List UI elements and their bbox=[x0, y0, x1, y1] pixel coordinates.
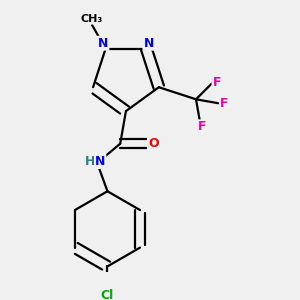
Text: CH₃: CH₃ bbox=[81, 14, 103, 23]
Text: N: N bbox=[98, 37, 108, 50]
Text: N: N bbox=[95, 155, 105, 168]
Text: F: F bbox=[220, 97, 229, 110]
Text: H: H bbox=[85, 155, 95, 168]
Text: Cl: Cl bbox=[101, 289, 114, 300]
Text: N: N bbox=[143, 37, 154, 50]
Text: F: F bbox=[212, 76, 221, 89]
Text: O: O bbox=[148, 136, 159, 150]
Text: F: F bbox=[198, 120, 207, 134]
